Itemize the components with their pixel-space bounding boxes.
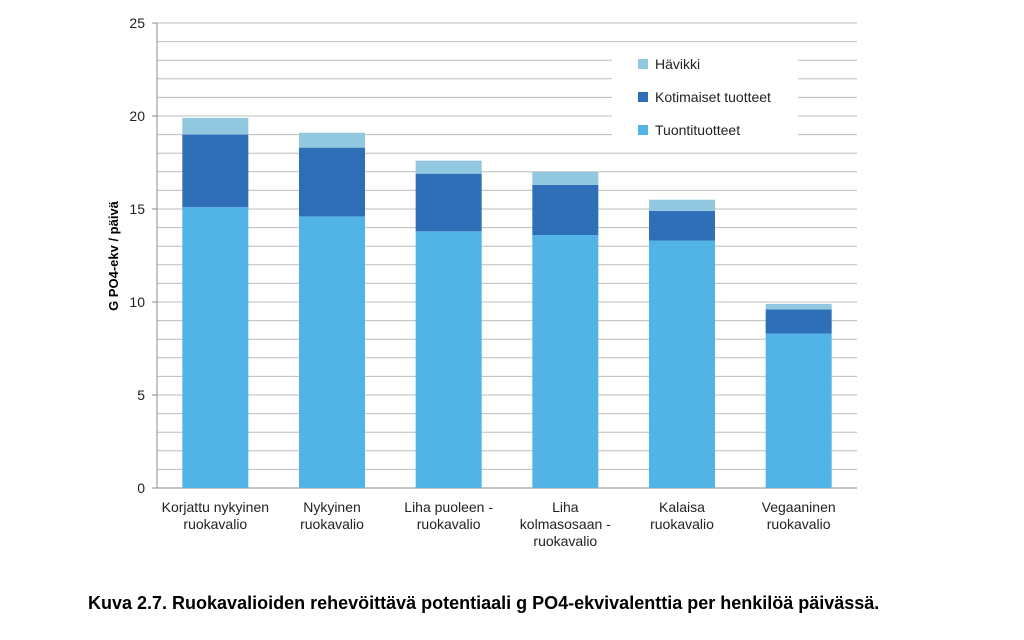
figure-caption: Kuva 2.7. Ruokavalioiden rehevöittävä po…: [88, 593, 880, 613]
legend-swatch: [638, 125, 648, 135]
bar-segment-kotimaiset-tuotteet: [299, 147, 365, 217]
x-category-label: Liha puoleen -ruokavalio: [404, 499, 493, 532]
y-tick-label: 25: [129, 15, 145, 31]
bar-segment-h-vikki: [649, 199, 715, 211]
x-category-label: Kalaisa ruokavalio: [650, 499, 714, 532]
bar-segment-h-vikki: [415, 160, 482, 174]
y-tick-label: 5: [137, 387, 145, 403]
bar-segment-tuontituotteet: [182, 207, 249, 488]
y-axis-title: G PO4-ekv / päivä: [106, 200, 121, 311]
x-category-label: Liha kolmasosaan -ruokavalio: [520, 499, 611, 549]
y-tick-label: 10: [129, 294, 145, 310]
bar-segment-kotimaiset-tuotteet: [182, 134, 249, 208]
bar-segment-tuontituotteet: [415, 231, 482, 488]
bar-segment-tuontituotteet: [299, 216, 365, 488]
legend-label: Tuontituotteet: [655, 122, 740, 138]
bar-segment-h-vikki: [299, 132, 365, 148]
y-tick-label: 15: [129, 201, 145, 217]
bar-segment-h-vikki: [182, 117, 249, 135]
bar-segment-kotimaiset-tuotteet: [532, 184, 599, 236]
x-category-label: Vegaaninen ruokavalio: [762, 499, 836, 532]
bar-segment-tuontituotteet: [649, 240, 715, 488]
y-tick-label: 20: [129, 108, 145, 124]
x-category-label: Nykyinen ruokavalio: [300, 499, 364, 532]
bar-segment-tuontituotteet: [765, 333, 832, 488]
bar-segment-kotimaiset-tuotteet: [649, 210, 715, 241]
x-category-label: Korjattu nykyinen ruokavalio: [162, 499, 269, 532]
bar-segment-kotimaiset-tuotteet: [765, 309, 832, 334]
bar-segment-tuontituotteet: [532, 235, 599, 488]
legend-swatch: [638, 92, 648, 102]
y-tick-label: 0: [137, 480, 145, 496]
legend-swatch: [638, 59, 648, 69]
legend-label: Hävikki: [655, 56, 700, 72]
bar-segment-kotimaiset-tuotteet: [415, 173, 482, 232]
bar-segment-h-vikki: [765, 303, 832, 310]
legend-label: Kotimaiset tuotteet: [655, 89, 771, 105]
bar-segment-h-vikki: [532, 171, 599, 185]
